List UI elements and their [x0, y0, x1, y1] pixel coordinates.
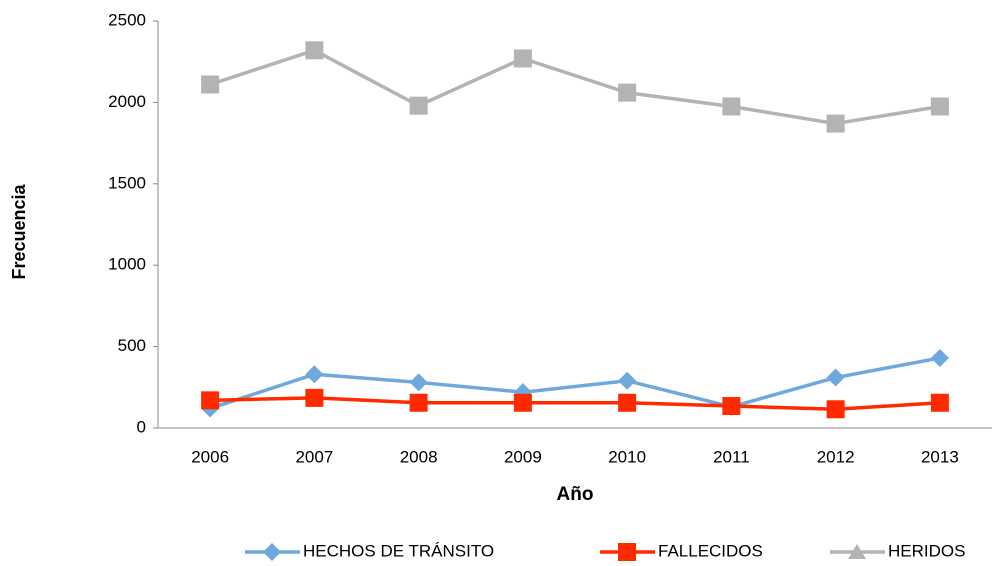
- data-point: [930, 348, 949, 367]
- y-tick-label: 0: [137, 417, 146, 436]
- legend-label: FALLECIDOS: [658, 541, 763, 560]
- legend-marker: [618, 543, 636, 561]
- data-point: [930, 393, 949, 412]
- data-point: [409, 393, 428, 412]
- x-tick-label: 2007: [295, 447, 333, 466]
- x-tick-label: 2009: [504, 447, 542, 466]
- x-tick-label: 2013: [921, 447, 959, 466]
- data-point: [513, 49, 532, 68]
- x-tick-label: 2008: [400, 447, 438, 466]
- series-line: [209, 48, 941, 126]
- y-tick-label: 1000: [108, 255, 146, 274]
- data-point: [722, 397, 741, 416]
- data-point: [409, 96, 428, 115]
- legend-label: HECHOS DE TRÁNSITO: [303, 541, 494, 560]
- data-point: [826, 368, 845, 387]
- y-tick-label: 2500: [108, 10, 146, 29]
- data-point: [826, 114, 845, 133]
- data-point: [201, 75, 220, 94]
- x-tick-label: 2011: [713, 447, 750, 466]
- data-point: [618, 371, 637, 390]
- y-tick-label: 500: [118, 336, 146, 355]
- data-point: [409, 373, 428, 392]
- data-point: [201, 391, 220, 410]
- x-tick-label: 2012: [817, 447, 855, 466]
- data-point: [305, 41, 324, 60]
- legend-marker: [848, 544, 866, 559]
- y-axis-label: Frecuencia: [9, 183, 29, 279]
- data-point: [513, 393, 532, 412]
- legend-label: HERIDOS: [888, 541, 965, 560]
- legend-marker: [263, 543, 281, 561]
- series-line: [210, 396, 940, 412]
- y-tick-label: 2000: [108, 92, 146, 111]
- series-line: [209, 356, 941, 411]
- data-point: [930, 97, 949, 116]
- x-axis-label: Año: [557, 484, 594, 505]
- y-tick-label: 1500: [108, 173, 146, 192]
- data-point: [722, 97, 741, 116]
- data-point: [618, 83, 637, 102]
- data-point: [305, 388, 324, 407]
- x-tick-label: 2010: [608, 447, 646, 466]
- data-point: [305, 365, 324, 384]
- x-tick-label: 2006: [191, 447, 229, 466]
- data-point: [618, 393, 637, 412]
- data-point: [826, 400, 845, 419]
